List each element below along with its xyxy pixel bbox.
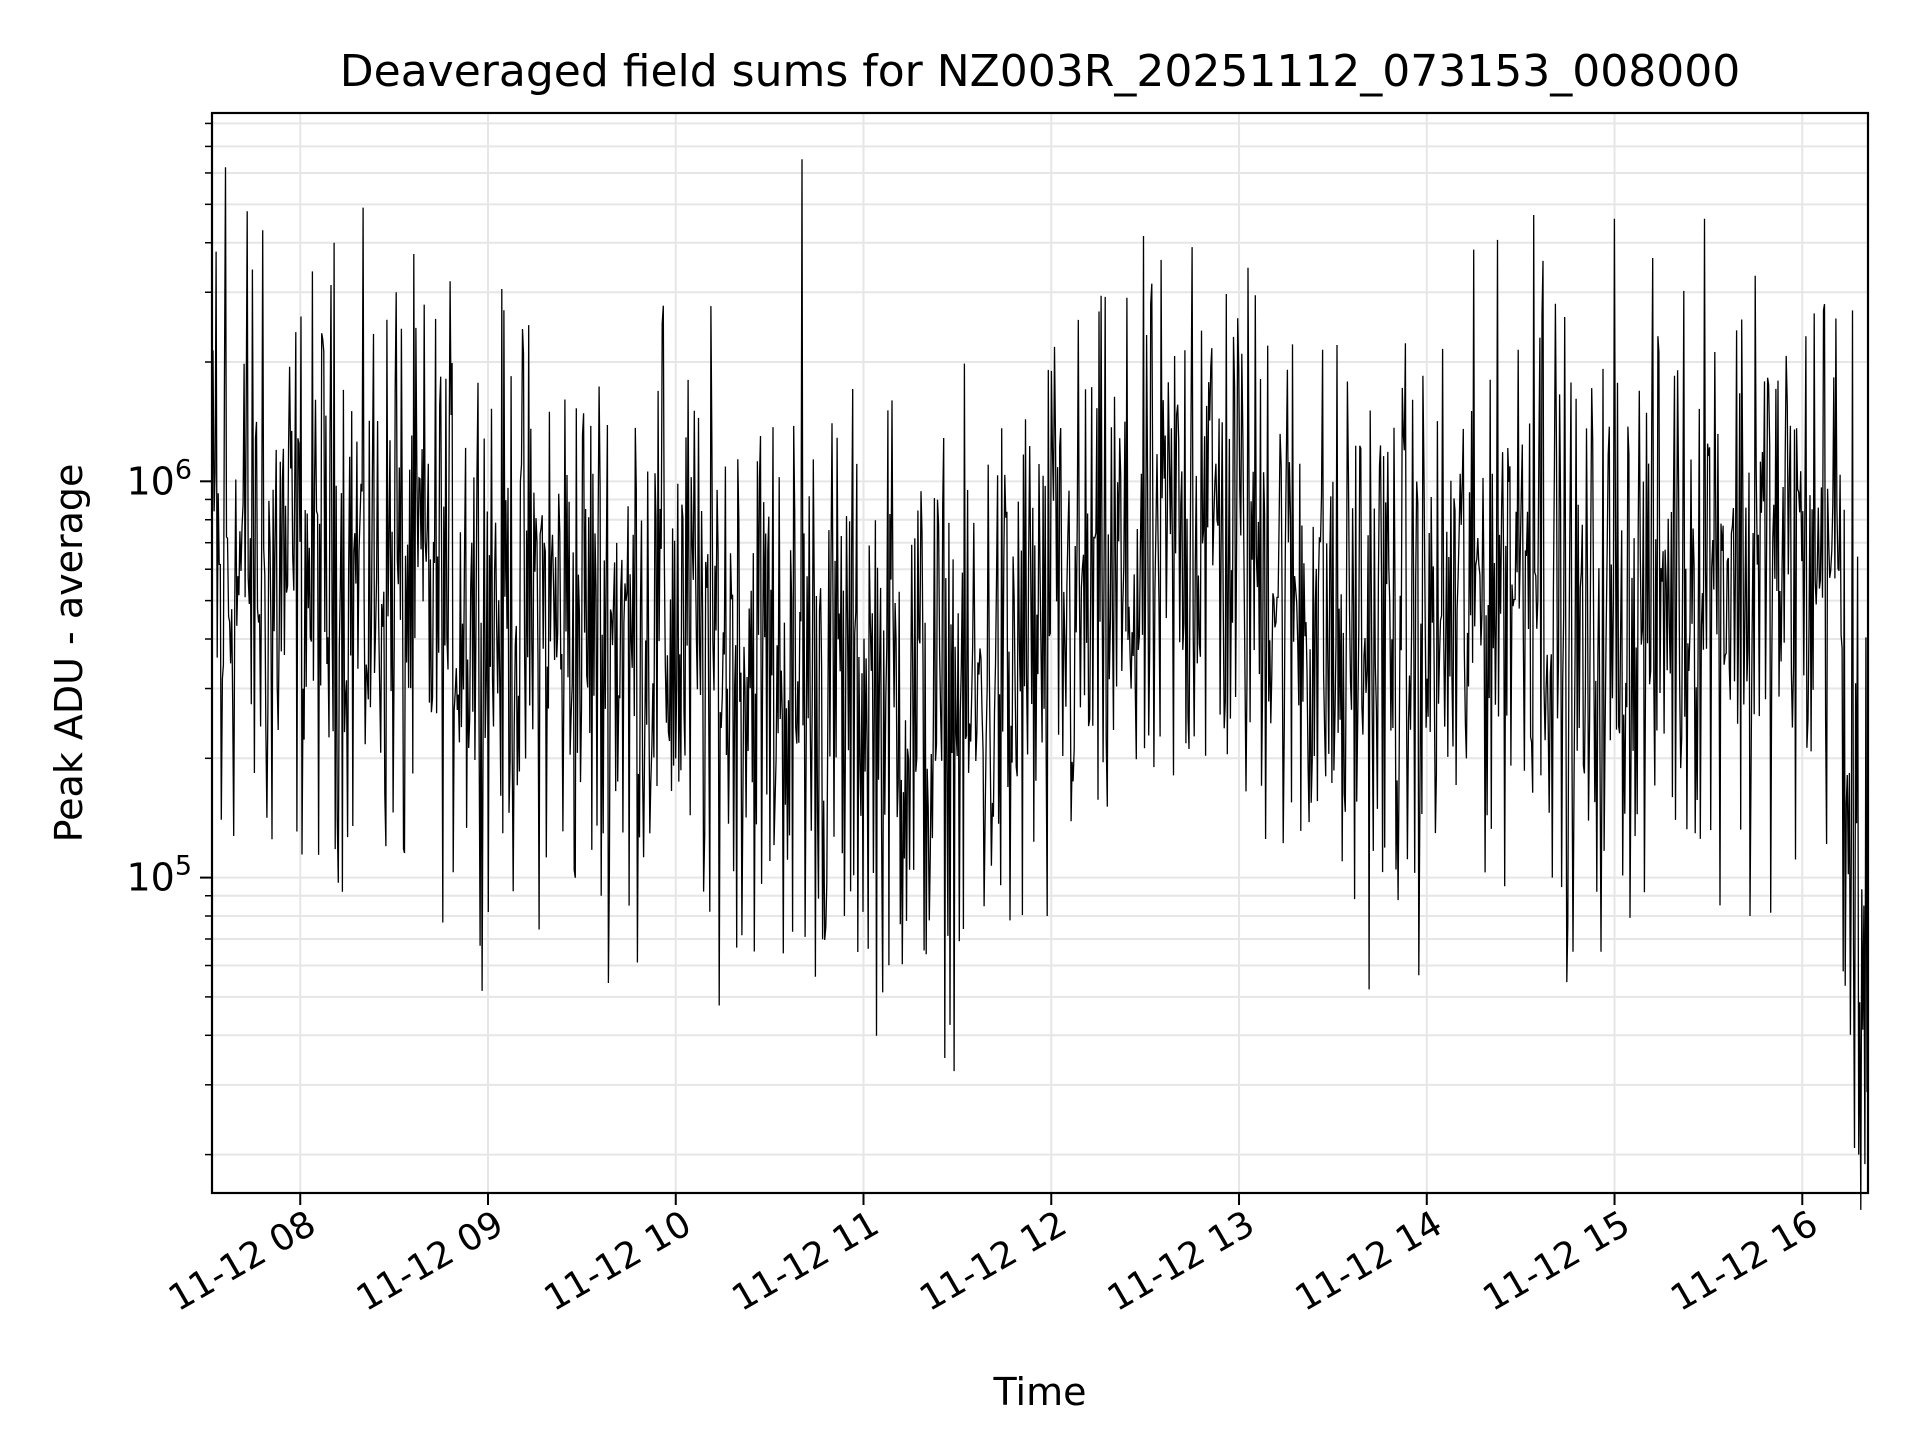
chart-title: Deaveraged field sums for NZ003R_2025111…: [340, 46, 1740, 97]
x-tick-label: 11-12 08: [162, 1203, 323, 1319]
x-tick-label: 11-12 13: [1101, 1203, 1262, 1319]
series-group: [211, 159, 1869, 1210]
x-tick-label: 11-12 14: [1289, 1203, 1450, 1319]
y-axis: 105 106: [126, 122, 212, 1156]
x-tick-label: 11-12 12: [913, 1203, 1074, 1319]
x-tick-label: 11-12 09: [350, 1203, 511, 1319]
x-axis: 11-12 08 11-12 09 11-12 10 11-12 11 11-12 12…: [162, 1193, 1825, 1320]
x-axis-label: Time: [993, 1370, 1087, 1414]
x-tick-label: 11-12 11: [725, 1203, 886, 1319]
x-tick-label: 11-12 16: [1664, 1203, 1825, 1319]
plot-frame: [210, 111, 1870, 1195]
series-line: [211, 159, 1869, 1210]
x-tick-label: 11-12 15: [1476, 1203, 1637, 1319]
y-tick-label: 106: [126, 454, 192, 503]
y-axis-label: Peak ADU - average: [47, 464, 91, 843]
y-tick-label: 105: [126, 851, 192, 900]
x-tick-label: 11-12 10: [538, 1203, 699, 1319]
